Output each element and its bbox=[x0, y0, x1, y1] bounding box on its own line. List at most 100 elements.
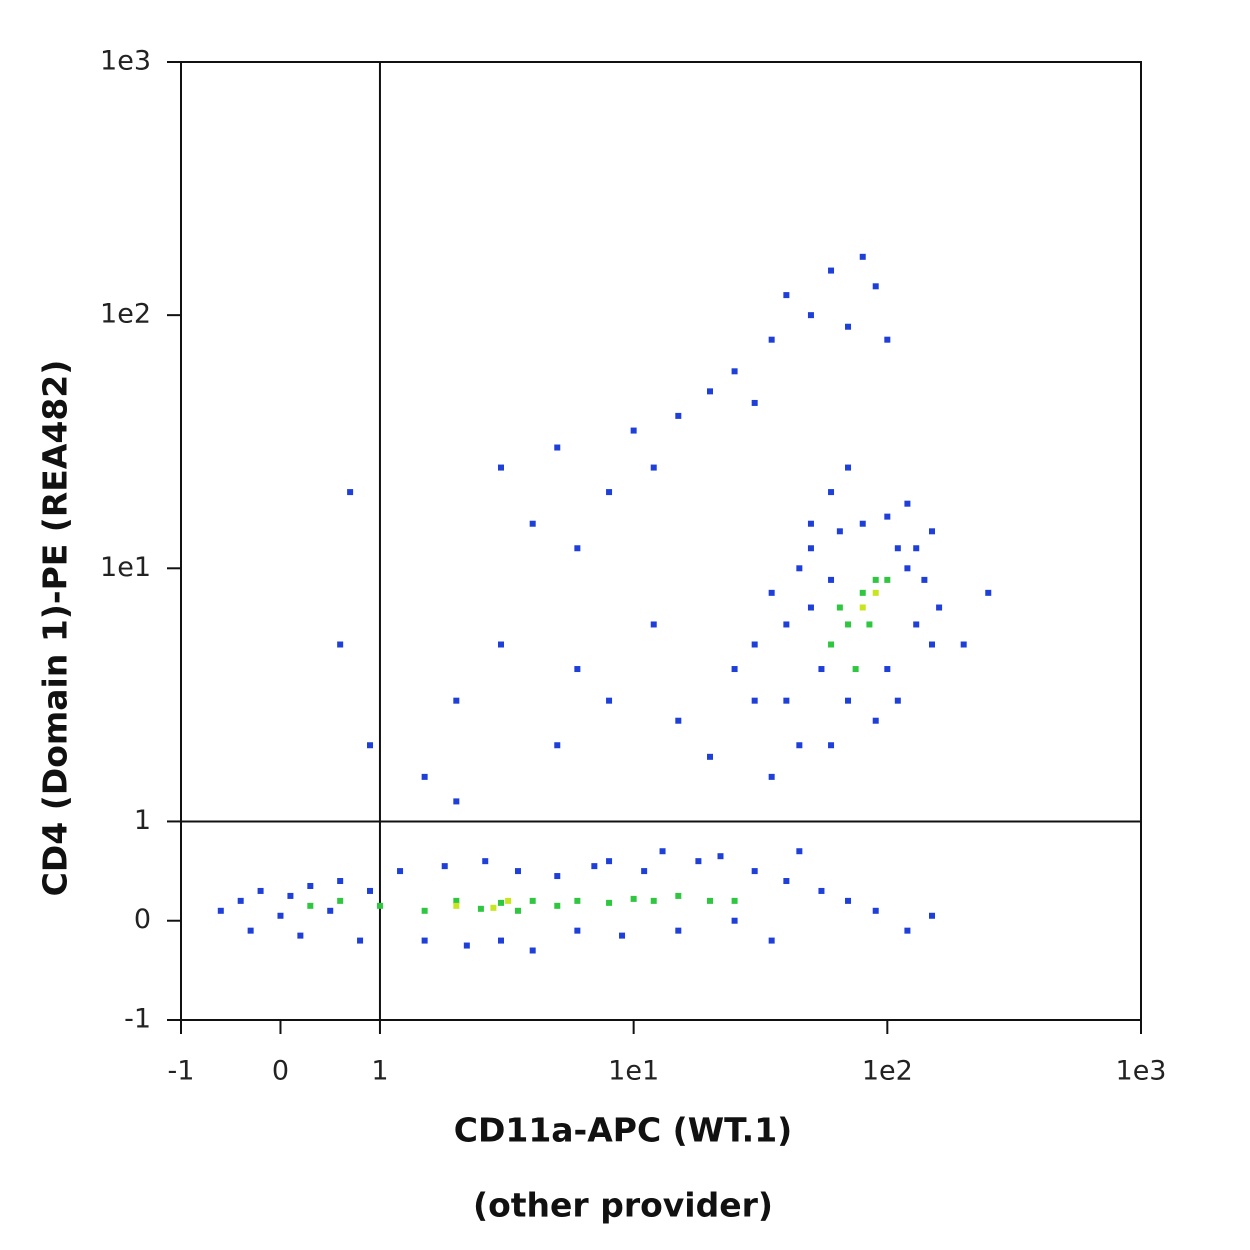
event-dot bbox=[884, 666, 891, 673]
event-dot bbox=[497, 899, 504, 906]
x-axis-title: CD11a-APC (WT.1) bbox=[454, 1111, 793, 1150]
event-dot bbox=[904, 927, 911, 934]
event-dot bbox=[731, 368, 738, 375]
event-dot bbox=[904, 565, 911, 572]
event-dot bbox=[783, 878, 790, 885]
event-dot bbox=[859, 589, 866, 596]
event-dot bbox=[257, 887, 264, 894]
event-dot bbox=[217, 907, 224, 914]
event-dot bbox=[859, 604, 866, 611]
event-dot bbox=[675, 717, 682, 724]
event-dot bbox=[872, 907, 879, 914]
event-dot bbox=[554, 742, 561, 749]
event-dot bbox=[347, 489, 354, 496]
event-dot bbox=[357, 937, 364, 944]
event-dot bbox=[796, 565, 803, 572]
x-tick-label: -1 bbox=[168, 1056, 195, 1087]
event-dot bbox=[463, 942, 470, 949]
event-dot bbox=[768, 336, 775, 343]
event-dot bbox=[928, 528, 935, 535]
event-dot bbox=[529, 897, 536, 904]
event-dot bbox=[852, 666, 859, 673]
event-dot bbox=[619, 932, 626, 939]
event-dot bbox=[630, 895, 637, 902]
event-dot bbox=[574, 545, 581, 552]
event-dot bbox=[277, 912, 284, 919]
event-dot bbox=[397, 868, 404, 875]
event-dot bbox=[845, 897, 852, 904]
event-dot bbox=[287, 892, 294, 899]
event-dot bbox=[453, 798, 460, 805]
event-dot bbox=[783, 292, 790, 299]
event-dot bbox=[707, 753, 714, 760]
event-dot bbox=[936, 604, 943, 611]
event-dot bbox=[828, 267, 835, 274]
event-dot bbox=[367, 887, 374, 894]
event-dot bbox=[828, 576, 835, 583]
event-dot bbox=[872, 589, 879, 596]
event-dot bbox=[904, 500, 911, 507]
event-dot bbox=[630, 427, 637, 434]
event-dot bbox=[327, 907, 334, 914]
event-dot bbox=[731, 666, 738, 673]
event-dot bbox=[884, 513, 891, 520]
event-dot bbox=[828, 489, 835, 496]
event-dot bbox=[807, 545, 814, 552]
y-axis-title: CD4 (Domain 1)-PE (REA482) bbox=[36, 360, 75, 897]
event-dot bbox=[731, 917, 738, 924]
x-tick-label: 1e3 bbox=[1116, 1056, 1167, 1087]
event-dot bbox=[554, 873, 561, 880]
event-dot bbox=[783, 697, 790, 704]
y-tick-label: 0 bbox=[134, 904, 151, 935]
event-dot bbox=[307, 882, 314, 889]
event-dot bbox=[606, 489, 613, 496]
event-dot bbox=[768, 937, 775, 944]
event-dot bbox=[872, 576, 879, 583]
event-dot bbox=[859, 253, 866, 260]
event-dot bbox=[768, 589, 775, 596]
event-dot bbox=[441, 863, 448, 870]
event-dot bbox=[237, 897, 244, 904]
event-dot bbox=[574, 666, 581, 673]
y-tick-label: 1e2 bbox=[100, 299, 151, 330]
event-dot bbox=[859, 520, 866, 527]
event-dot bbox=[828, 641, 835, 648]
event-dot bbox=[783, 621, 790, 628]
event-dot bbox=[894, 545, 901, 552]
event-dot bbox=[421, 773, 428, 780]
event-dot bbox=[913, 545, 920, 552]
event-dot bbox=[845, 697, 852, 704]
event-dot bbox=[514, 868, 521, 875]
event-dot bbox=[845, 464, 852, 471]
event-dot bbox=[505, 897, 512, 904]
event-dot bbox=[376, 902, 383, 909]
x-axis-subtitle: (other provider) bbox=[473, 1186, 773, 1225]
event-dot bbox=[884, 336, 891, 343]
event-dot bbox=[872, 283, 879, 290]
event-dot bbox=[421, 907, 428, 914]
event-dot bbox=[337, 878, 344, 885]
event-dot bbox=[836, 528, 843, 535]
event-dot bbox=[751, 399, 758, 406]
event-dot bbox=[453, 902, 460, 909]
event-dot bbox=[985, 589, 992, 596]
event-dot bbox=[807, 312, 814, 319]
event-dot bbox=[796, 848, 803, 855]
event-dot bbox=[367, 742, 374, 749]
event-dot bbox=[675, 927, 682, 934]
event-dot bbox=[921, 576, 928, 583]
y-tick-label: -1 bbox=[124, 1004, 151, 1035]
event-dot bbox=[477, 905, 484, 912]
event-dot bbox=[768, 773, 775, 780]
plot-frame bbox=[180, 61, 1142, 1021]
event-dot bbox=[884, 576, 891, 583]
event-dot bbox=[731, 897, 738, 904]
y-tick-label: 1e3 bbox=[100, 46, 151, 77]
event-dot bbox=[818, 666, 825, 673]
y-tick-label: 1e1 bbox=[100, 552, 151, 583]
event-dot bbox=[307, 902, 314, 909]
event-dot bbox=[928, 912, 935, 919]
event-dot bbox=[675, 412, 682, 419]
event-dot bbox=[866, 621, 873, 628]
